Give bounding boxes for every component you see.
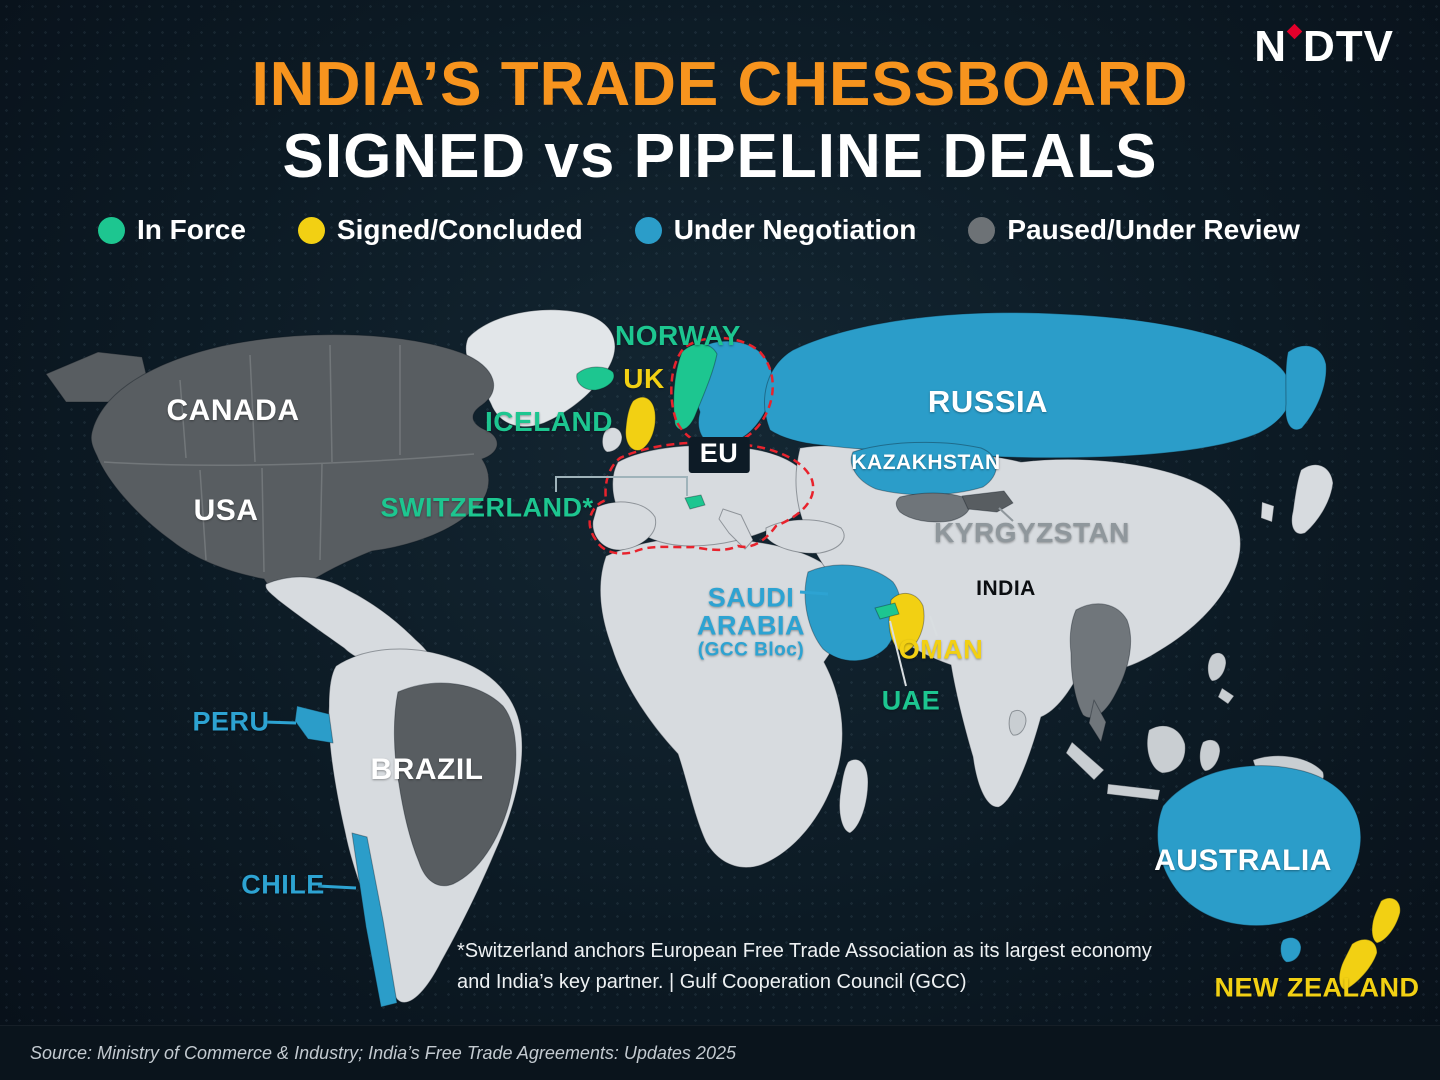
legend-item-paused: Paused/Under Review xyxy=(968,214,1300,246)
map-label-australia: AUSTRALIA xyxy=(1154,844,1332,877)
ndtv-logo: N DTV xyxy=(1254,22,1394,72)
chile-leader-line xyxy=(317,884,357,890)
map-label-chile: CHILE xyxy=(241,869,325,900)
oman-leader-line xyxy=(929,615,938,637)
ndtv-logo-left: N xyxy=(1254,22,1287,71)
ndtv-logo-right: DTV xyxy=(1303,22,1394,71)
legend-dot-under-negotiation xyxy=(634,216,662,244)
map-label-russia: RUSSIA xyxy=(927,384,1049,419)
legend-item-in-force: In Force xyxy=(98,214,246,246)
title-line2: SIGNED vs PIPELINE DEALS xyxy=(282,121,1158,191)
country-new-zealand-south-shape xyxy=(1338,938,1378,991)
legend-label-paused: Paused/Under Review xyxy=(1007,214,1300,245)
legend-item-under-negotiation: Under Negotiation xyxy=(634,214,917,246)
island-tasmania-shape xyxy=(1280,937,1302,963)
map-label-saudi-arabia: SAUDI ARABIA (GCC Bloc) xyxy=(697,582,805,661)
region-kamchatka-shape xyxy=(1285,345,1327,431)
country-canada-usa-shape xyxy=(90,334,498,594)
footnote-line1: *Switzerland anchors European Free Trade… xyxy=(457,940,1152,962)
ndtv-logo-dot-icon xyxy=(1286,23,1303,40)
footnote: *Switzerland anchors European Free Trade… xyxy=(457,936,1152,998)
region-korea-shape xyxy=(1260,501,1275,523)
legend-dot-signed xyxy=(297,216,325,244)
country-chile-shape xyxy=(351,832,398,1008)
map-label-iceland: ICELAND xyxy=(485,406,613,437)
island-borneo-shape xyxy=(1146,725,1186,774)
region-indochina-shape xyxy=(1069,603,1132,719)
map-label-kazakhstan: KAZAKHSTAN xyxy=(851,451,1001,474)
region-anatolia-shape xyxy=(765,519,845,554)
country-saudi-arabia-shape xyxy=(804,564,902,662)
map-label-india: INDIA xyxy=(976,577,1036,600)
country-new-zealand-north-shape xyxy=(1371,897,1401,944)
country-uae-shape xyxy=(874,602,900,620)
source-bar: Source: Ministry of Commerce & Industry;… xyxy=(0,1025,1440,1080)
legend-label-in-force: In Force xyxy=(137,214,246,245)
saudi-leader-line xyxy=(799,590,829,596)
country-kazakhstan-shape xyxy=(850,441,997,496)
page-title: INDIA’S TRADE CHESSBOARD SIGNED vs PIPEL… xyxy=(0,52,1440,189)
map-label-eu: EU xyxy=(688,437,750,473)
island-sri-lanka-shape xyxy=(1008,709,1027,736)
country-japan-shape xyxy=(1291,464,1334,535)
leader-lines xyxy=(263,476,1014,890)
country-brazil-shape xyxy=(393,682,517,887)
map-label-canada: CANADA xyxy=(166,394,300,427)
uae-leader-line xyxy=(889,620,907,687)
saudi-label-sub: (GCC Bloc) xyxy=(697,639,805,661)
island-java-shape xyxy=(1106,783,1161,801)
map-label-usa: USA xyxy=(193,494,259,527)
map-label-kyrgyzstan: KYRGYZSTAN xyxy=(934,517,1130,548)
peru-leader-line xyxy=(263,720,297,725)
map-label-uae: UAE xyxy=(881,685,941,716)
legend-label-signed: Signed/Concluded xyxy=(336,214,583,245)
country-ireland-shape xyxy=(601,427,623,453)
country-oman-shape xyxy=(888,592,925,654)
map-label-peru: PERU xyxy=(192,706,270,737)
legend-dot-in-force xyxy=(98,216,125,244)
region-central-asia-shape xyxy=(895,492,971,523)
kyrgyzstan-leader-line xyxy=(998,507,1014,522)
legend-item-signed: Signed/Concluded xyxy=(297,214,583,246)
country-peru-shape xyxy=(294,705,334,744)
map-label-switzerland: SWITZERLAND* xyxy=(380,492,594,523)
country-madagascar-shape xyxy=(839,759,869,834)
map-label-norway: NORWAY xyxy=(615,320,741,351)
title-line1: INDIA’S TRADE CHESSBOARD xyxy=(251,50,1189,119)
country-iceland-shape xyxy=(576,366,615,391)
saudi-label-line2: ARABIA xyxy=(697,611,805,642)
country-uk-shape xyxy=(625,396,656,451)
map-label-new-zealand: NEW ZEALAND xyxy=(1214,972,1420,1003)
map-label-brazil: BRAZIL xyxy=(370,753,484,786)
country-kyrgyzstan-shape xyxy=(961,490,1014,513)
footnote-line2: and India’s key partner. | Gulf Cooperat… xyxy=(457,971,967,993)
country-australia-shape xyxy=(1157,765,1362,927)
source-text: Source: Ministry of Commerce & Industry;… xyxy=(30,1042,736,1063)
saudi-label-line1: SAUDI xyxy=(707,582,795,613)
island-philippines-2-shape xyxy=(1217,687,1235,705)
country-italy-shape xyxy=(718,508,754,550)
country-switzerland-shape xyxy=(684,494,706,510)
country-norway-shape xyxy=(673,343,718,431)
map-label-uk: UK xyxy=(623,363,665,394)
legend-dot-paused xyxy=(968,216,996,244)
map-label-oman: OMAN xyxy=(898,634,984,665)
island-sumatra-shape xyxy=(1065,741,1105,781)
switzerland-leader-line xyxy=(555,476,688,496)
island-sulawesi-shape xyxy=(1199,739,1221,772)
legend-label-under-negotiation: Under Negotiation xyxy=(673,214,917,245)
island-philippines-shape xyxy=(1207,652,1227,682)
region-malay-peninsula-shape xyxy=(1088,699,1107,743)
legend: In Force Signed/Concluded Under Negotiat… xyxy=(98,214,1300,246)
na-internal-borders xyxy=(103,344,475,573)
region-iberia-shape xyxy=(592,501,657,551)
